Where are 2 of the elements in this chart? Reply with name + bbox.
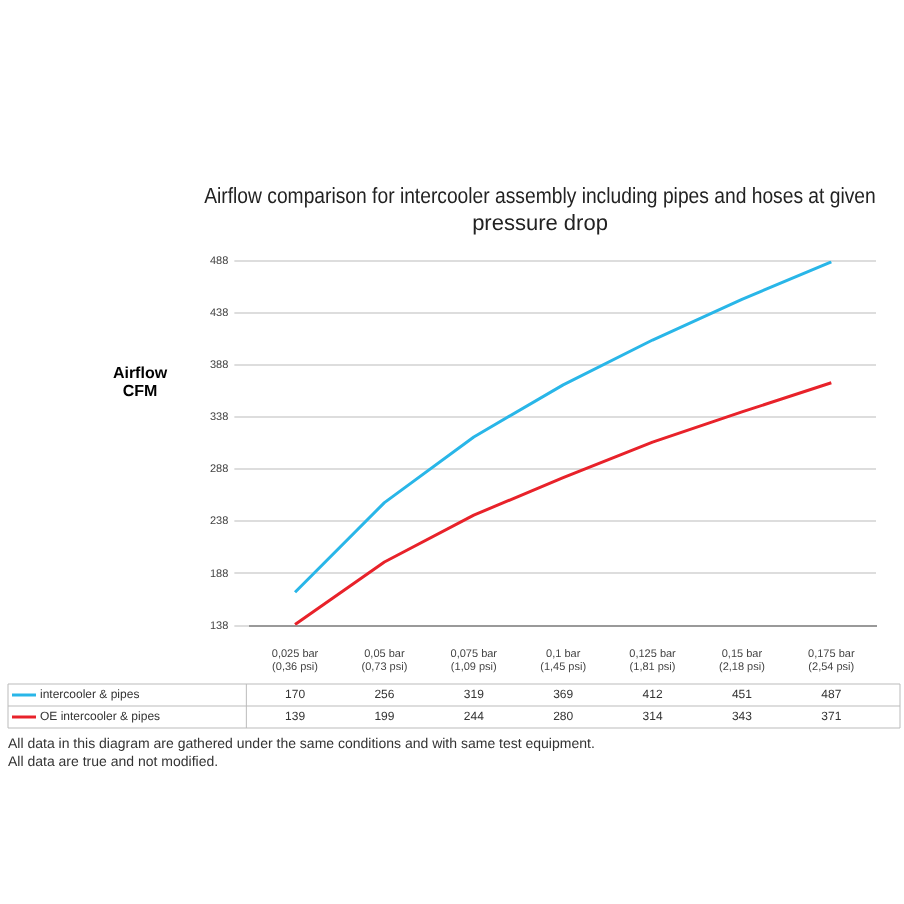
chart-title: Airflow comparison for intercooler assembly including pipes and hoses at given pressure drop — [204, 186, 877, 236]
y-axis-title: Airflow CFM — [110, 364, 170, 400]
